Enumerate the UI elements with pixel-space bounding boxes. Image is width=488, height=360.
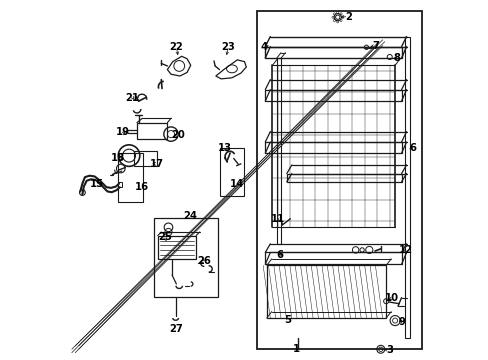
Bar (134, 150, 156, 166)
Text: 9: 9 (398, 317, 405, 327)
Bar (154, 218, 217, 297)
Text: 24: 24 (183, 211, 197, 221)
Text: 13: 13 (218, 143, 232, 153)
Text: 4: 4 (260, 42, 267, 52)
Text: 8: 8 (393, 53, 400, 63)
Text: 12: 12 (398, 245, 412, 255)
Bar (365, 47, 372, 48)
Text: 18: 18 (111, 153, 125, 163)
Bar (118, 182, 122, 187)
Bar (265, 142, 401, 153)
Text: 15: 15 (89, 179, 103, 189)
Bar (405, 37, 409, 338)
Text: 14: 14 (229, 179, 243, 189)
Bar (257, 12, 421, 348)
Text: 17: 17 (149, 159, 163, 169)
Text: 27: 27 (168, 324, 182, 334)
Bar (265, 252, 401, 264)
Text: 16: 16 (135, 182, 149, 192)
Text: 5: 5 (284, 315, 290, 325)
Bar (286, 174, 401, 182)
Text: 6: 6 (409, 143, 416, 153)
Bar (265, 90, 401, 101)
Bar (220, 148, 244, 196)
Text: 19: 19 (116, 127, 130, 136)
Text: 11: 11 (270, 215, 284, 224)
Text: 23: 23 (221, 42, 235, 52)
Text: 10: 10 (384, 293, 398, 303)
Bar (137, 123, 167, 139)
Bar (266, 265, 386, 318)
Text: 6: 6 (276, 250, 283, 260)
Text: 20: 20 (171, 130, 185, 140)
Text: 22: 22 (169, 42, 183, 52)
Bar (265, 46, 401, 58)
Bar (158, 235, 196, 259)
Text: 25: 25 (158, 232, 171, 242)
Text: 26: 26 (197, 256, 211, 266)
Bar (118, 153, 143, 202)
Bar (276, 58, 281, 244)
Text: 21: 21 (125, 93, 140, 103)
Text: 3: 3 (386, 345, 392, 355)
Text: 2: 2 (345, 12, 351, 22)
Text: 7: 7 (371, 41, 378, 50)
Text: 1: 1 (292, 343, 300, 354)
